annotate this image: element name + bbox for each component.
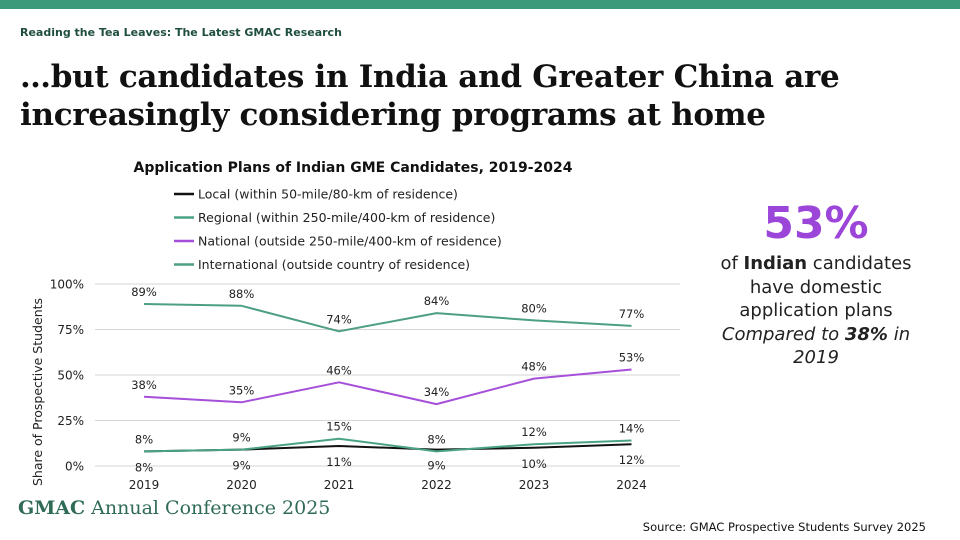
key-stat-line-2: have domestic bbox=[749, 276, 883, 298]
data-label: 15% bbox=[326, 420, 352, 434]
x-tick-label: 2019 bbox=[129, 478, 160, 492]
series-line-3 bbox=[143, 368, 632, 406]
data-label: 8% bbox=[427, 432, 445, 446]
chart-title: Application Plans of Indian GME Candidat… bbox=[133, 160, 572, 176]
key-stat-comparison: Compared to 38% in bbox=[700, 323, 932, 347]
key-stat-panel: 53% of Indian candidates have domestic a… bbox=[700, 196, 932, 370]
line-chart: Application Plans of Indian GME Candidat… bbox=[30, 160, 680, 492]
data-label: 35% bbox=[229, 383, 255, 397]
x-tick-label: 2024 bbox=[616, 478, 647, 492]
data-label: 53% bbox=[619, 351, 645, 365]
data-label: 74% bbox=[326, 312, 352, 326]
data-label: 84% bbox=[424, 294, 450, 308]
top-accent-bar bbox=[0, 0, 960, 9]
data-label: 8% bbox=[135, 432, 153, 446]
data-label: 9% bbox=[427, 459, 445, 473]
y-tick-label: 75% bbox=[57, 323, 84, 337]
key-stat-line-1-bold: Indian bbox=[743, 253, 808, 274]
data-label: 80% bbox=[521, 301, 547, 315]
key-stat-value: 53% bbox=[763, 198, 869, 249]
source-note: Source: GMAC Prospective Students Survey… bbox=[642, 520, 926, 534]
key-stat-comparison-year: 2019 bbox=[793, 347, 839, 368]
conference-brand: GMAC Annual Conference 2025 bbox=[18, 497, 330, 519]
x-tick-label: 2022 bbox=[421, 478, 452, 492]
key-stat-line-1: of Indian candidates bbox=[700, 252, 932, 276]
data-label: 14% bbox=[619, 422, 645, 436]
data-label: 77% bbox=[619, 307, 645, 321]
key-stat-cmp-pre: Compared to bbox=[721, 323, 845, 345]
data-label: 34% bbox=[424, 385, 450, 399]
brand-rest: Annual Conference 2025 bbox=[85, 497, 331, 519]
data-label: 38% bbox=[131, 378, 157, 392]
series-line-2 bbox=[143, 437, 632, 453]
data-label: 8% bbox=[135, 460, 153, 474]
y-tick-label: 100% bbox=[50, 278, 84, 292]
brand-gmac: GMAC bbox=[18, 497, 86, 519]
slide-headline: …but candidates in India and Greater Chi… bbox=[20, 59, 840, 133]
y-tick-label: 50% bbox=[57, 369, 84, 383]
legend-label-3: National (outside 250-mile/400-km of res… bbox=[198, 234, 502, 249]
key-stat-line-1-pre: of bbox=[720, 253, 744, 274]
y-tick-label: 25% bbox=[57, 414, 84, 428]
data-label: 10% bbox=[521, 457, 547, 471]
key-stat-cmp-post: in bbox=[887, 323, 911, 345]
key-stat-cmp-bold: 38% bbox=[844, 323, 888, 345]
legend-label-4: International (outside country of reside… bbox=[198, 257, 470, 272]
section-kicker: Reading the Tea Leaves: The Latest GMAC … bbox=[20, 26, 342, 39]
data-label: 88% bbox=[229, 287, 255, 301]
data-label: 12% bbox=[521, 425, 547, 439]
data-label: 11% bbox=[326, 455, 352, 469]
data-label: 89% bbox=[131, 285, 157, 299]
data-label: 9% bbox=[232, 459, 250, 473]
y-tick-label: 0% bbox=[65, 460, 84, 474]
x-tick-label: 2020 bbox=[226, 478, 257, 492]
key-stat-line-1-post: candidates bbox=[807, 253, 912, 274]
data-label: 46% bbox=[326, 363, 352, 377]
key-stat-line-3: application plans bbox=[739, 300, 893, 321]
data-label: 12% bbox=[619, 453, 645, 467]
data-label: 9% bbox=[232, 431, 250, 445]
series-line-4 bbox=[143, 303, 632, 333]
data-label: 48% bbox=[521, 360, 547, 374]
y-axis-label: Share of Prospective Students bbox=[30, 298, 45, 486]
x-tick-label: 2021 bbox=[324, 478, 355, 492]
legend-label-1: Local (within 50-mile/80-km of residence… bbox=[198, 187, 458, 202]
x-tick-label: 2023 bbox=[519, 478, 550, 492]
legend-label-2: Regional (within 250-mile/400-km of resi… bbox=[198, 210, 495, 225]
